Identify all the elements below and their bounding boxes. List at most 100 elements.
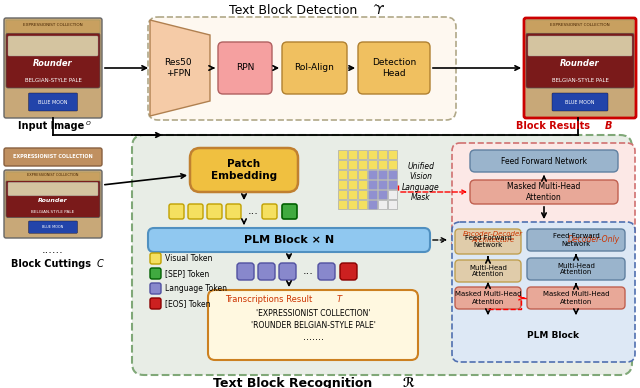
FancyBboxPatch shape [4, 170, 102, 238]
Text: 'ROUNDER BELGIAN-STYLE PALE': 'ROUNDER BELGIAN-STYLE PALE' [251, 320, 376, 329]
Bar [368, 180, 377, 189]
FancyBboxPatch shape [258, 263, 275, 280]
Text: ...: ... [303, 267, 314, 277]
Text: Masked Multi-Head
Attention: Masked Multi-Head Attention [508, 182, 580, 202]
Bar [378, 150, 387, 159]
Bar [358, 160, 367, 169]
Text: Text Block Detection: Text Block Detection [229, 3, 361, 17]
FancyBboxPatch shape [452, 222, 635, 362]
FancyBboxPatch shape [282, 204, 297, 219]
FancyBboxPatch shape [6, 180, 100, 218]
FancyBboxPatch shape [237, 263, 254, 280]
Text: Block Results: Block Results [516, 121, 594, 131]
Text: Masked Multi-Head
Attention: Masked Multi-Head Attention [455, 291, 521, 305]
Text: Feed Forward Network: Feed Forward Network [501, 156, 587, 166]
FancyBboxPatch shape [6, 172, 100, 181]
Bar [358, 150, 367, 159]
FancyBboxPatch shape [524, 18, 636, 118]
Bar [388, 150, 397, 159]
Bar [348, 200, 357, 209]
Bar [338, 170, 347, 179]
Text: EXPRESSIONIST COLLECTION: EXPRESSIONIST COLLECTION [23, 23, 83, 27]
Text: PLM Block: PLM Block [527, 331, 579, 340]
Text: T: T [337, 296, 342, 305]
Bar [368, 150, 377, 159]
Bar [348, 180, 357, 189]
Text: Language Token: Language Token [165, 284, 227, 293]
FancyBboxPatch shape [526, 20, 634, 33]
Text: Rounder: Rounder [560, 59, 600, 68]
FancyBboxPatch shape [6, 33, 100, 88]
Text: BLUE MOON: BLUE MOON [42, 225, 63, 229]
Text: BLUE MOON: BLUE MOON [565, 99, 595, 104]
Text: PLM Block × N: PLM Block × N [244, 235, 334, 245]
Text: Rounder: Rounder [33, 59, 73, 68]
FancyBboxPatch shape [4, 18, 102, 118]
FancyBboxPatch shape [218, 42, 272, 94]
Text: Multi-Head
Attention: Multi-Head Attention [557, 263, 595, 275]
Bar [358, 200, 367, 209]
FancyBboxPatch shape [29, 221, 77, 233]
Text: BELGIAN-STYLE PALE: BELGIAN-STYLE PALE [31, 210, 75, 214]
Text: Feed Forward
Network: Feed Forward Network [465, 235, 511, 248]
Bar [338, 150, 347, 159]
Text: Visual Token: Visual Token [165, 254, 212, 263]
FancyBboxPatch shape [208, 290, 418, 360]
Bar [378, 160, 387, 169]
FancyBboxPatch shape [527, 258, 625, 280]
FancyBboxPatch shape [4, 148, 102, 166]
FancyBboxPatch shape [169, 204, 184, 219]
Text: Β: Β [604, 121, 612, 131]
Bar [348, 150, 357, 159]
Text: Masked Multi-Head
Attention: Masked Multi-Head Attention [543, 291, 609, 305]
Bar [378, 200, 387, 209]
FancyBboxPatch shape [455, 260, 521, 282]
FancyBboxPatch shape [132, 135, 632, 375]
Bar [358, 170, 367, 179]
FancyBboxPatch shape [527, 287, 625, 309]
FancyBboxPatch shape [6, 20, 100, 33]
FancyBboxPatch shape [150, 268, 161, 279]
FancyBboxPatch shape [150, 283, 161, 294]
FancyBboxPatch shape [8, 182, 98, 196]
Bar [348, 170, 357, 179]
Bar [368, 190, 377, 199]
Bar [378, 170, 387, 179]
FancyBboxPatch shape [148, 17, 456, 120]
Bar [388, 200, 397, 209]
FancyBboxPatch shape [282, 42, 347, 94]
FancyBboxPatch shape [190, 148, 298, 192]
Text: BELGIAN-STYLE PALE: BELGIAN-STYLE PALE [552, 78, 609, 83]
Text: Text Block Recognition: Text Block Recognition [213, 376, 377, 388]
Text: Feed Forward
Network: Feed Forward Network [552, 234, 600, 246]
FancyBboxPatch shape [207, 204, 222, 219]
Text: ...: ... [248, 206, 259, 217]
Text: .......: ....... [303, 332, 323, 342]
Text: EXPRESSIONIST COLLECTION: EXPRESSIONIST COLLECTION [13, 154, 93, 159]
FancyBboxPatch shape [455, 287, 521, 309]
Text: Decoder-Only: Decoder-Only [568, 236, 620, 244]
Text: Encoder-Decoder
Architecture: Encoder-Decoder Architecture [463, 230, 523, 244]
FancyBboxPatch shape [188, 204, 203, 219]
Bar [388, 190, 397, 199]
FancyBboxPatch shape [452, 143, 635, 251]
FancyBboxPatch shape [527, 229, 625, 251]
FancyBboxPatch shape [150, 253, 161, 264]
Text: ......: ...... [42, 245, 64, 255]
FancyBboxPatch shape [358, 42, 430, 94]
Text: ᴼ: ᴼ [86, 121, 90, 131]
Bar [358, 180, 367, 189]
Bar [348, 160, 357, 169]
Bar [338, 180, 347, 189]
FancyBboxPatch shape [470, 180, 618, 204]
FancyBboxPatch shape [150, 298, 161, 309]
Bar [388, 170, 397, 179]
Bar [338, 200, 347, 209]
Text: Patch
Embedding: Patch Embedding [211, 159, 277, 181]
Bar [358, 190, 367, 199]
Text: 'EXPRESSIONIST COLLECTION': 'EXPRESSIONIST COLLECTION' [256, 308, 371, 317]
FancyBboxPatch shape [279, 263, 296, 280]
Bar [338, 190, 347, 199]
FancyBboxPatch shape [552, 93, 608, 111]
Text: Multi-Head
Attention: Multi-Head Attention [469, 265, 507, 277]
